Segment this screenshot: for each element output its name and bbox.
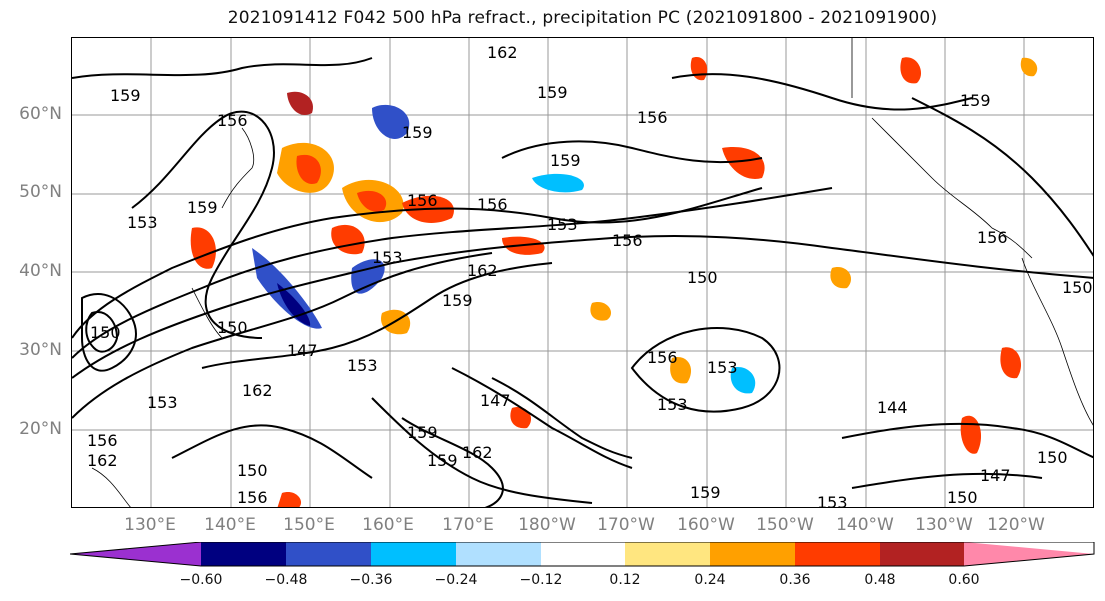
colorbar-tick-label: 0.24: [694, 572, 726, 588]
colorbar-tick-label: 0.36: [779, 572, 811, 588]
contour-label: 156: [237, 488, 268, 507]
map-svg: 162 159 156 159 159 156 159 159 156 156 …: [72, 38, 1093, 508]
contour-label: 156: [977, 228, 1008, 247]
colorbar-tick-label: −0.60: [179, 572, 223, 588]
contour-label: 162: [467, 261, 498, 280]
colorbar-tick-label: −0.48: [264, 572, 308, 588]
contour-label: 153: [817, 493, 848, 508]
lon-label: 160°W: [677, 515, 735, 535]
colorbar: [70, 542, 1095, 567]
colorbar-tick-label: −0.36: [349, 572, 393, 588]
lon-label: 150°W: [756, 515, 814, 535]
contour-label: 153: [547, 215, 578, 234]
colorbar-segment: [541, 542, 625, 566]
contour-label: 159: [427, 451, 458, 470]
lon-label: 120°W: [987, 515, 1045, 535]
contour-label: 150: [90, 323, 121, 342]
colorbar-tick-label: 0.12: [609, 572, 641, 588]
contour-label: 156: [217, 111, 248, 130]
contour-label: 153: [127, 213, 158, 232]
contour-label: 156: [612, 231, 643, 250]
colorbar-segment: [880, 542, 964, 566]
lat-label: 30°N: [19, 340, 62, 360]
contour-label: 153: [707, 358, 738, 377]
contour-label: 153: [147, 393, 178, 412]
lat-label: 50°N: [19, 182, 62, 202]
lon-label: 140°E: [204, 515, 256, 535]
colorbar-segment: [286, 542, 371, 566]
contour-label: 162: [487, 43, 518, 62]
lon-label: 160°E: [362, 515, 414, 535]
colorbar-segment: [710, 542, 795, 566]
contour-label-layer: 162 159 156 159 159 156 159 159 156 156 …: [87, 43, 1093, 508]
contour-label: 150: [1037, 448, 1068, 467]
colorbar-segment: [201, 542, 286, 566]
lon-label: 150°E: [283, 515, 335, 535]
contour-label: 159: [110, 86, 141, 105]
contour-label: 159: [537, 83, 568, 102]
colorbar-tick-label: −0.24: [434, 572, 478, 588]
contour-label: 150: [237, 461, 268, 480]
colorbar-segment: [964, 542, 1094, 566]
contour-label: 159: [407, 423, 438, 442]
contour-label: 156: [647, 348, 678, 367]
lon-label: 170°E: [442, 515, 494, 535]
lon-label: 140°W: [836, 515, 894, 535]
colorbar-segment: [371, 542, 456, 566]
precip-shading: [190, 57, 1038, 507]
coastlines: [91, 38, 1093, 507]
contour-label: 159: [690, 483, 721, 502]
lon-label: 130°W: [915, 515, 973, 535]
lon-label: 170°W: [597, 515, 655, 535]
lon-label: 180°W: [518, 515, 576, 535]
contour-label: 162: [242, 381, 273, 400]
map-panel: 162 159 156 159 159 156 159 159 156 156 …: [71, 37, 1094, 508]
colorbar-outline: [70, 542, 1095, 567]
contour-label: 153: [372, 248, 403, 267]
colorbar-segment: [795, 542, 880, 566]
contour-label: 147: [480, 391, 511, 410]
contour-lines: [72, 57, 1093, 507]
contour-label: 150: [1062, 278, 1093, 297]
contour-label: 156: [87, 431, 118, 450]
contour-label: 153: [657, 395, 688, 414]
contour-label: 156: [407, 191, 438, 210]
contour-label: 147: [287, 341, 318, 360]
contour-label: 147: [980, 466, 1011, 485]
colorbar-tick-label: −0.12: [519, 572, 563, 588]
contour-label: 156: [477, 195, 508, 214]
lon-label: 130°E: [124, 515, 176, 535]
contour-label: 162: [462, 443, 493, 462]
contour-label: 159: [402, 123, 433, 142]
colorbar-tick-label: 0.48: [864, 572, 896, 588]
map-title: 2021091412 F042 500 hPa refract., precip…: [227, 8, 938, 28]
colorbar-segment: [625, 542, 710, 566]
contour-label: 159: [960, 91, 991, 110]
contour-label: 156: [637, 108, 668, 127]
contour-label: 150: [947, 488, 978, 507]
lat-label: 40°N: [19, 261, 62, 281]
contour-label: 159: [187, 198, 218, 217]
colorbar-segment: [456, 542, 541, 566]
colorbar-segment: [70, 542, 201, 566]
contour-label: 159: [442, 291, 473, 310]
contour-label: 162: [87, 451, 118, 470]
lat-label: 60°N: [19, 104, 62, 124]
colorbar-tick-label: 0.60: [948, 572, 980, 588]
contour-label: 159: [550, 151, 581, 170]
lat-label: 20°N: [19, 419, 62, 439]
contour-label: 144: [877, 398, 908, 417]
contour-label: 150: [217, 318, 248, 337]
contour-label: 150: [687, 268, 718, 287]
contour-label: 153: [347, 356, 378, 375]
